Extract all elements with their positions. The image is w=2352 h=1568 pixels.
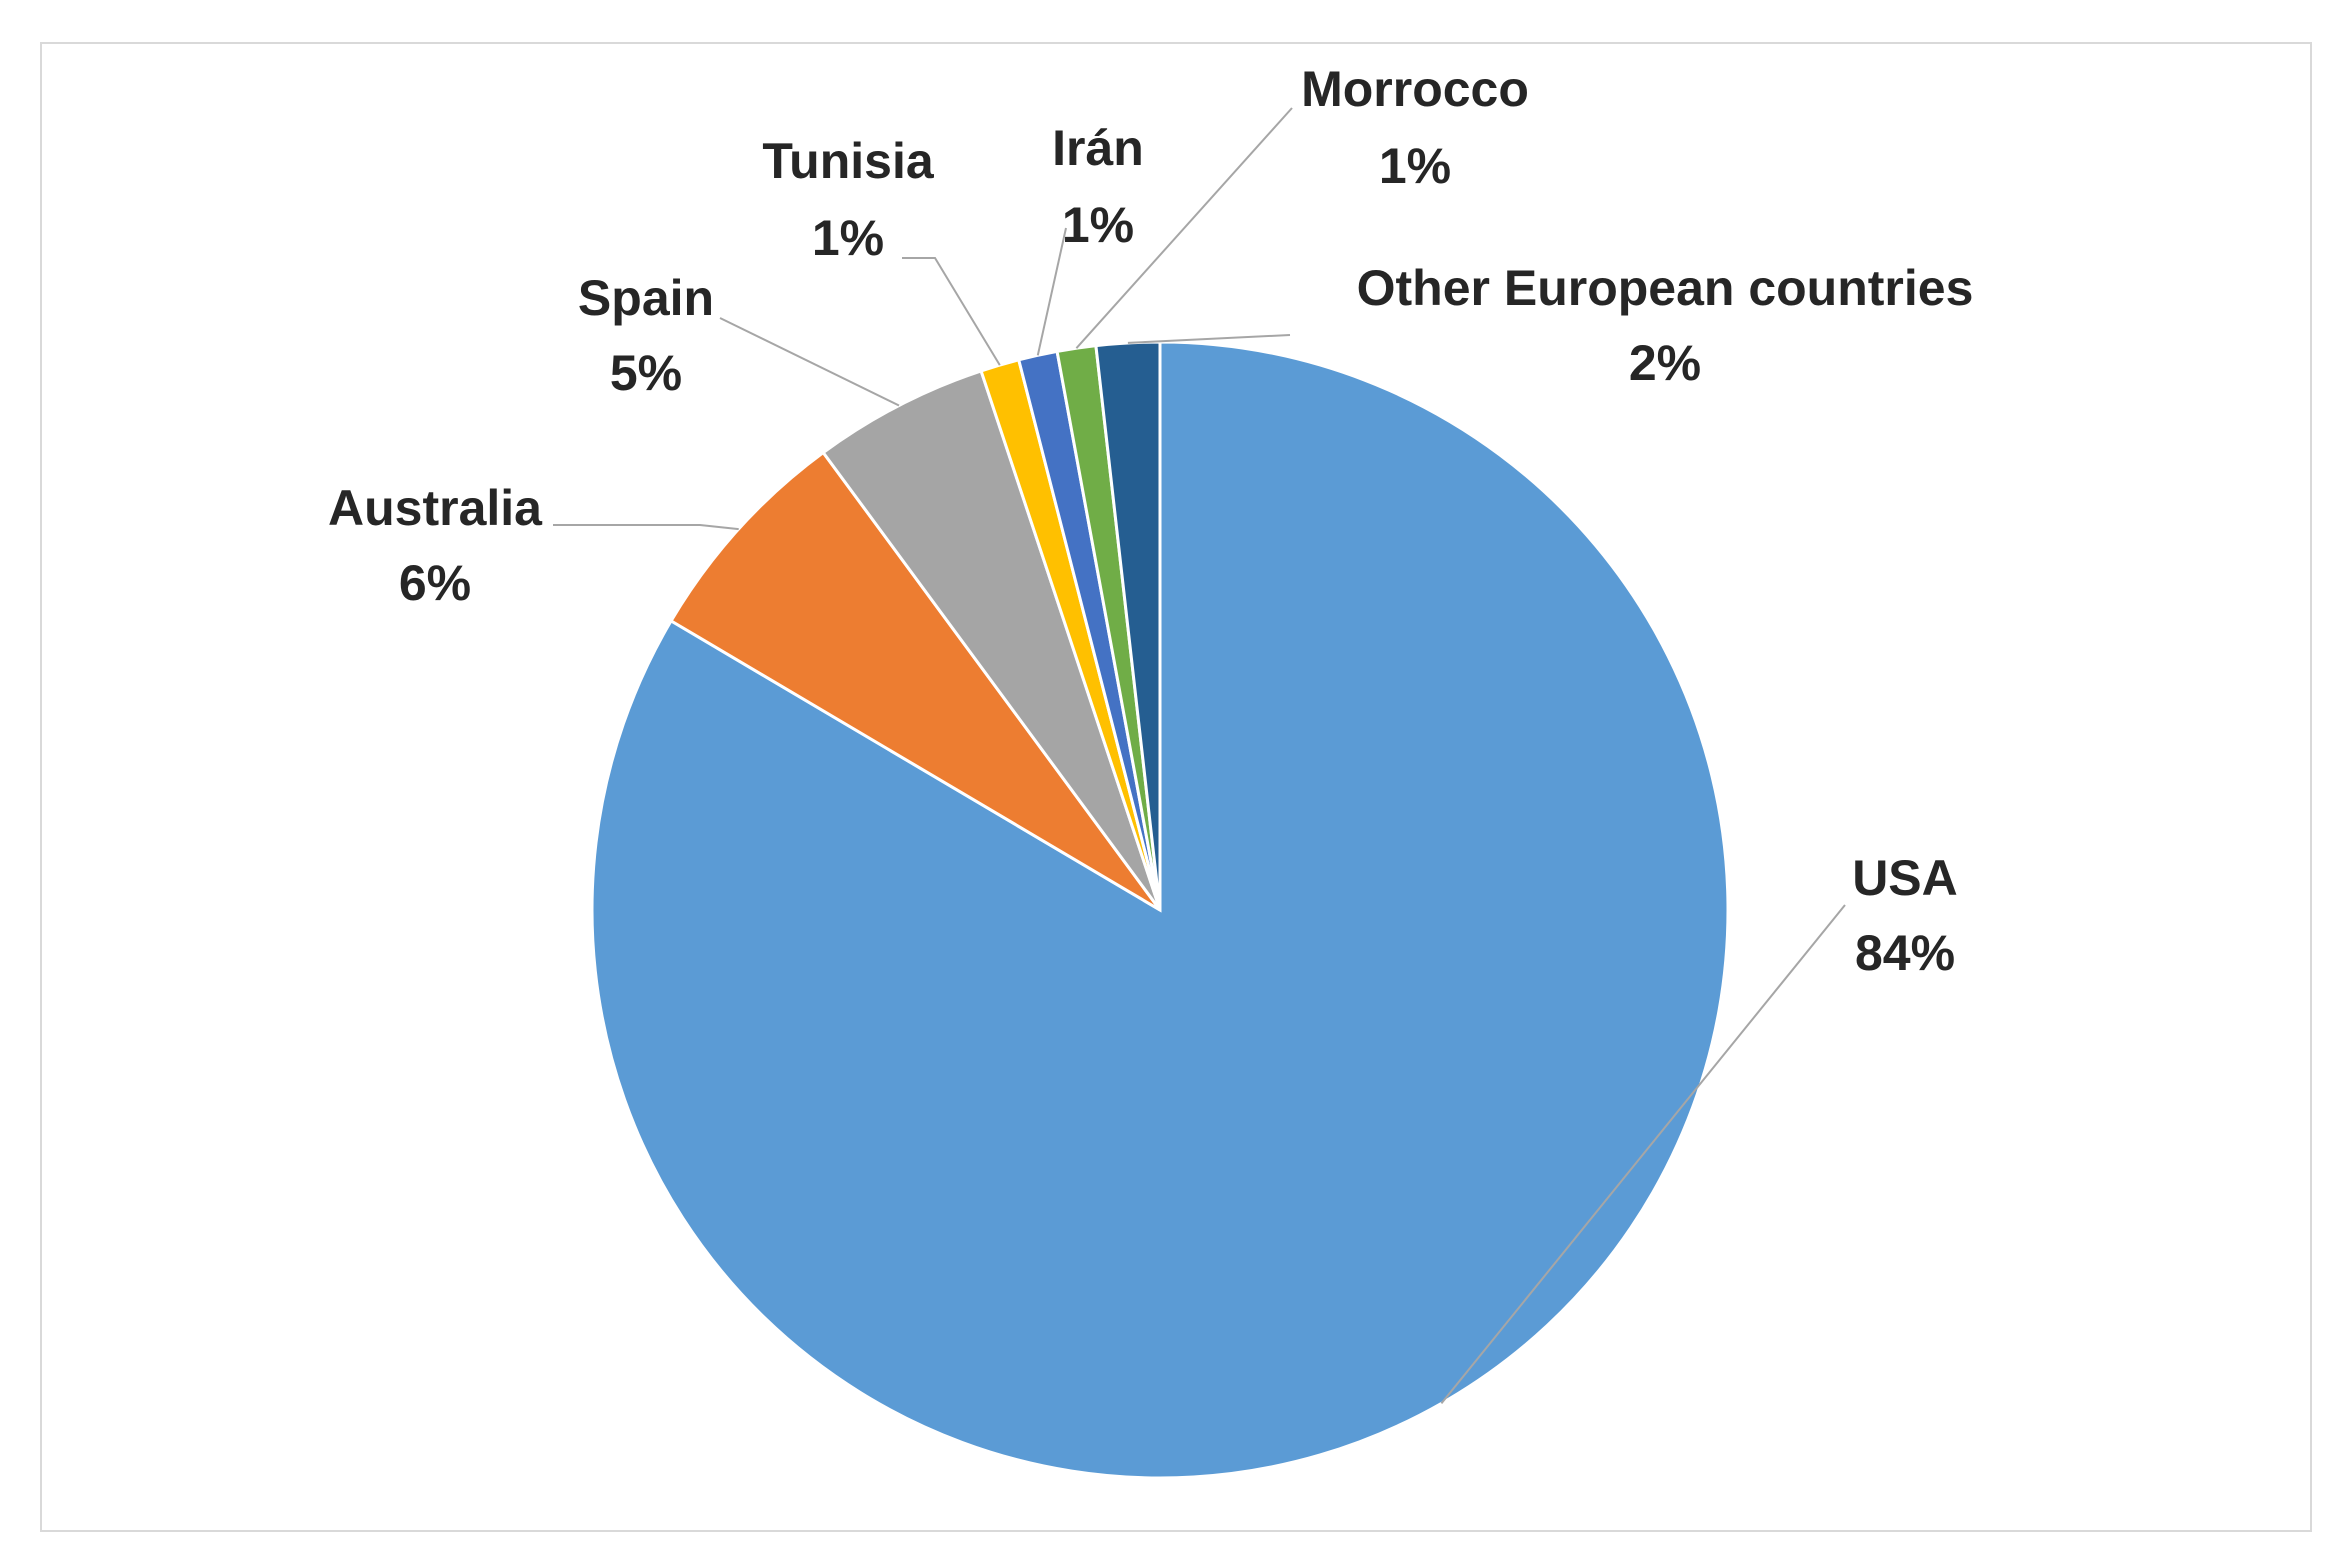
leader-line-usa <box>1440 904 1846 1405</box>
label-spain-name: Spain <box>578 270 714 326</box>
label-iran-name: Irán <box>1052 120 1144 176</box>
label-other-european-percent: 2% <box>1629 335 1701 391</box>
label-usa-name: USA <box>1852 850 1958 906</box>
label-australia-percent: 6% <box>399 555 471 611</box>
label-iran-percent: 1% <box>1062 197 1134 253</box>
leader-lines <box>553 107 1846 1405</box>
label-other-european-name: Other European countries <box>1357 260 1974 316</box>
label-spain-percent: 5% <box>610 345 682 401</box>
label-usa-percent: 84% <box>1855 925 1955 981</box>
leader-line-spain <box>719 317 900 407</box>
leader-line-australia <box>553 524 739 531</box>
label-australia-name: Australia <box>328 480 543 536</box>
label-morrocco-percent: 1% <box>1379 138 1451 194</box>
leader-line-other-european-countries <box>1127 334 1291 344</box>
label-tunisia-name: Tunisia <box>762 133 935 189</box>
leader-line-morrocco <box>1075 107 1293 349</box>
leader-line-tunisia <box>902 257 1001 366</box>
pie-slice-spain <box>821 369 1162 911</box>
label-tunisia-percent: 1% <box>812 210 884 266</box>
pie-slices <box>590 340 1730 1480</box>
label-morrocco-name: Morrocco <box>1301 61 1529 117</box>
leader-line-ir-n <box>1036 227 1067 356</box>
